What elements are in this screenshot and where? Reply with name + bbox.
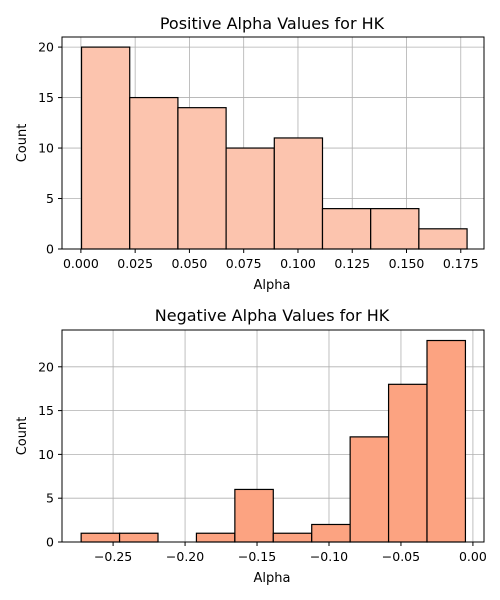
x-tick-label: 0.00 <box>459 549 487 564</box>
x-tick-label: 0.050 <box>172 256 208 271</box>
x-tick-label: −0.20 <box>166 549 204 564</box>
y-tick-label: 0 <box>46 535 54 550</box>
y-tick-label: 15 <box>38 90 54 105</box>
histogram-bar <box>273 137 324 250</box>
histogram-bar <box>311 523 351 543</box>
plot-frame <box>61 329 485 543</box>
histogram-bar <box>80 46 131 250</box>
histogram-bar <box>426 339 467 543</box>
y-tick-label: 20 <box>38 40 54 55</box>
x-tick-label: 0.100 <box>280 256 316 271</box>
histogram-bar <box>80 532 121 543</box>
x-tick-label: −0.15 <box>238 549 276 564</box>
x-axis-label: Alpha <box>254 278 291 293</box>
histogram-bar <box>349 436 390 543</box>
y-axis-label: Count <box>15 417 30 456</box>
negative-alpha-histogram: Negative Alpha Values for HK −0.25 −0.20 −… <box>15 306 487 586</box>
histogram-bar <box>177 107 227 250</box>
x-axis-label: Alpha <box>254 571 291 586</box>
y-tick-label: 10 <box>38 447 54 462</box>
chart-title: Negative Alpha Values for HK <box>155 306 390 325</box>
histogram-bar <box>370 208 420 250</box>
histogram-bar <box>418 228 468 250</box>
plot-frame <box>61 36 485 250</box>
chart-title: Positive Alpha Values for HK <box>160 14 385 33</box>
histogram-bar <box>195 532 236 543</box>
x-tick-label: 0.125 <box>334 256 370 271</box>
x-tick-label: 0.075 <box>226 256 262 271</box>
positive-alpha-histogram: Positive Alpha Values for HK 0.000 0.025 0… <box>15 14 485 293</box>
y-tick-label: 0 <box>46 242 54 257</box>
x-tick-label: −0.25 <box>94 549 132 564</box>
histogram-bar <box>225 147 275 250</box>
histogram-bar <box>234 488 274 543</box>
histogram-bar <box>118 532 159 543</box>
x-tick-label: −0.05 <box>382 549 420 564</box>
x-tick-label: 0.150 <box>389 256 425 271</box>
x-tick-label: 0.175 <box>443 256 479 271</box>
histogram-bar <box>321 208 372 250</box>
y-tick-label: 15 <box>38 403 54 418</box>
x-tick-label: −0.10 <box>310 549 348 564</box>
x-tick-label: 0.000 <box>63 256 99 271</box>
histogram-bar <box>129 96 179 250</box>
y-tick-label: 10 <box>38 141 54 156</box>
y-axis-label: Count <box>15 124 30 163</box>
y-tick-label: 5 <box>46 491 54 506</box>
y-tick-label: 5 <box>46 191 54 206</box>
histogram-bar <box>272 532 313 543</box>
y-tick-label: 20 <box>38 359 54 374</box>
histogram-bar <box>387 383 428 543</box>
x-tick-label: 0.025 <box>117 256 153 271</box>
